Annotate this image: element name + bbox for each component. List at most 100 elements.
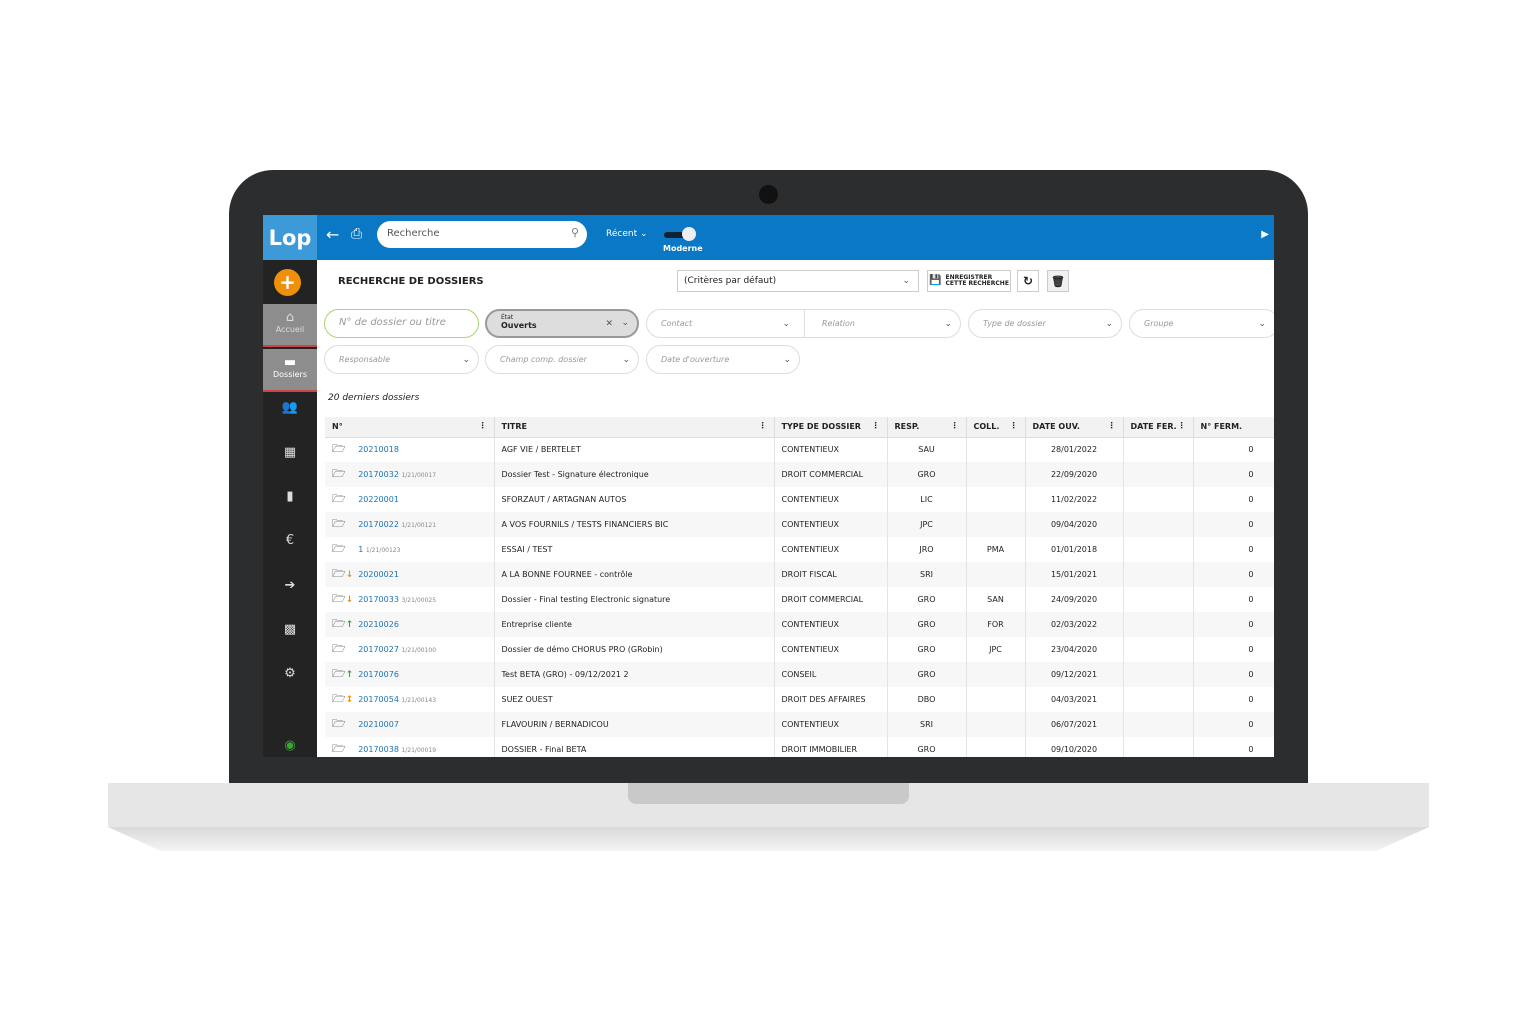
search-icon[interactable]: ⚲ [570, 226, 579, 239]
contact-relation-filter[interactable]: Contact ⌄ Relation ⌄ [646, 309, 961, 338]
cell-date-ouv: 15/01/2021 [1025, 562, 1124, 587]
dossier-link[interactable]: 20210018 [358, 445, 399, 455]
dossier-link[interactable]: 20170022 [358, 520, 399, 529]
dossier-link[interactable]: 1 [358, 545, 364, 554]
responsable-filter[interactable]: Responsable ⌄ [324, 345, 479, 374]
dossier-link[interactable]: 20170038 [358, 745, 399, 754]
column-header[interactable]: N° FERM. [1193, 417, 1274, 438]
column-menu-icon[interactable]: ⋮ [1107, 421, 1116, 430]
dossier-link[interactable]: 20220001 [358, 495, 399, 504]
cell-date-fer [1123, 512, 1194, 537]
cell-num-ferm: 0 [1193, 737, 1274, 757]
champ-filter[interactable]: Champ comp. dossier ⌄ [485, 345, 639, 374]
logo[interactable]: Lop [263, 215, 317, 260]
cell-number: 🗁 20170032 1/21/00017 [325, 462, 495, 487]
cell-resp: DBO [887, 687, 967, 712]
column-header[interactable]: COLL. ⋮ [966, 417, 1026, 438]
type-filter[interactable]: Type de dossier ⌄ [968, 309, 1122, 338]
criteria-select[interactable]: (Critères par défaut) ⌄ [677, 270, 919, 292]
table-row[interactable]: 🗁↑ 20170076 Test BETA (GRO) - 09/12/2021… [325, 662, 1274, 687]
sidebar-item-dossiers[interactable]: ▬ Dossiers [263, 349, 317, 392]
cell-date-fer [1123, 712, 1194, 737]
etat-value: Ouverts [501, 321, 537, 330]
etat-filter[interactable]: État Ouverts ✕ ⌄ [485, 309, 639, 338]
column-label: RESP. [894, 422, 920, 432]
cell-date-fer [1123, 587, 1194, 612]
cell-type: CONTENTIEUX [774, 487, 888, 512]
dossier-link[interactable]: 20210007 [358, 720, 399, 729]
cell-date-fer [1123, 687, 1194, 712]
dossier-link[interactable]: 20170032 [358, 470, 399, 479]
table-row[interactable]: 🗁↕ 20170054 1/21/00143 SUEZ OUEST DROIT … [325, 687, 1274, 712]
mode-toggle[interactable] [664, 227, 696, 241]
column-header[interactable]: DATE OUV. ⋮ [1025, 417, 1124, 438]
delete-button[interactable]: 🗑 [1047, 270, 1069, 292]
table-row[interactable]: 🗁↓ 20170033 3/21/00025 Dossier - Final t… [325, 587, 1274, 612]
column-header[interactable]: RESP. ⋮ [887, 417, 967, 438]
table-row[interactable]: 🗁 20170022 1/21/00121 A VOS FOURNILS / T… [325, 512, 1274, 537]
table-row[interactable]: 🗁 20210018 AGF VIE / BERTELET CONTENTIEU… [325, 437, 1274, 462]
document-icon[interactable]: ▮ [286, 489, 294, 504]
dossier-link[interactable]: 20170076 [358, 670, 399, 679]
dossier-link[interactable]: 20170033 [358, 595, 399, 604]
back-arrow-icon[interactable]: ← [326, 225, 340, 244]
dossier-link[interactable]: 20170027 [358, 645, 399, 654]
column-menu-icon[interactable]: ⋮ [1009, 421, 1018, 430]
puzzle-icon[interactable]: ▩ [283, 622, 297, 637]
cell-resp: GRO [887, 637, 967, 662]
cell-num-ferm: 0 [1193, 487, 1274, 512]
gear-icon[interactable]: ⚙ [284, 666, 296, 681]
global-search-input[interactable]: Recherche ⚲ [377, 221, 587, 248]
cell-number: 🗁 20210007 [325, 712, 495, 737]
euro-icon[interactable]: € [285, 533, 295, 548]
column-header[interactable]: DATE FER. ⋮ [1123, 417, 1194, 438]
table-row[interactable]: 🗁 20210007 FLAVOURIN / BERNADICOU CONTEN… [325, 712, 1274, 737]
users-icon[interactable]: 👥 [281, 400, 299, 415]
dossier-link[interactable]: 20170054 [358, 695, 399, 704]
column-header[interactable]: TYPE DE DOSSIER ⋮ [774, 417, 888, 438]
arrow-down-icon: ↕ [345, 695, 354, 705]
print-icon[interactable]: ⎙ [351, 226, 363, 242]
date-filter[interactable]: Date d'ouverture ⌄ [646, 345, 800, 374]
table-row[interactable]: 🗁 20170032 1/21/00017 Dossier Test - Sig… [325, 462, 1274, 487]
groupe-filter[interactable]: Groupe ⌄ [1129, 309, 1274, 338]
cell-resp: GRO [887, 612, 967, 637]
column-menu-icon[interactable]: ⋮ [1177, 421, 1186, 430]
table-row[interactable]: 🗁↓ 20200021 A LA BONNE FOURNEE - contrôl… [325, 562, 1274, 587]
cell-num-ferm: 0 [1193, 562, 1274, 587]
table-row[interactable]: 🗁↑ 20210026 Entreprise cliente CONTENTIE… [325, 612, 1274, 637]
clear-icon[interactable]: ✕ [605, 319, 613, 329]
reset-button[interactable]: ↻ [1017, 270, 1039, 292]
column-header[interactable]: N° ⋮ [325, 417, 495, 438]
dossier-link[interactable]: 20200021 [358, 570, 399, 579]
export-icon[interactable]: ➔ [284, 578, 296, 593]
column-label: N° FERM. [1200, 422, 1243, 432]
column-menu-icon[interactable]: ⋮ [950, 421, 959, 430]
table-row[interactable]: 🗁 1 1/21/00123 ESSAI / TEST CONTENTIEUX … [325, 537, 1274, 562]
folder-open-icon: 🗁 [332, 717, 346, 730]
folder-icon: ▬ [283, 355, 297, 370]
column-menu-icon[interactable]: ⋮ [871, 421, 880, 430]
cell-coll [966, 462, 1026, 487]
cell-num-ferm: 0 [1193, 587, 1274, 612]
table-row[interactable]: 🗁 20220001 SFORZAUT / ARTAGNAN AUTOS CON… [325, 487, 1274, 512]
add-button[interactable]: + [274, 269, 301, 296]
cell-type: CONTENTIEUX [774, 512, 888, 537]
dossier-link[interactable]: 20210026 [358, 620, 399, 629]
column-menu-icon[interactable]: ⋮ [478, 421, 487, 430]
placeholder: N° de dossier ou titre [339, 317, 446, 328]
folder-open-icon: 🗁 [332, 567, 346, 580]
dossier-search-input[interactable]: N° de dossier ou titre [324, 309, 479, 338]
expand-arrow-icon[interactable]: ▶ [1261, 229, 1269, 240]
sidebar-item-accueil[interactable]: ⌂ Accueil [263, 304, 317, 347]
column-header[interactable]: TITRE ⋮ [494, 417, 775, 438]
calendar-icon[interactable]: ▦ [283, 445, 297, 460]
recent-dropdown[interactable]: Récent ⌄ [606, 229, 648, 239]
table-row[interactable]: 🗁 20170038 1/21/00019 DOSSIER - Final BE… [325, 737, 1274, 757]
cell-coll [966, 487, 1026, 512]
table-row[interactable]: 🗁 20170027 1/21/00100 Dossier de démo CH… [325, 637, 1274, 662]
column-menu-icon[interactable]: ⋮ [758, 421, 767, 430]
save-label-2: CETTE RECHERCHE [945, 280, 1009, 287]
cell-num-ferm: 0 [1193, 512, 1274, 537]
save-search-button[interactable]: 💾 ENREGISTRER CETTE RECHERCHE [927, 270, 1011, 292]
